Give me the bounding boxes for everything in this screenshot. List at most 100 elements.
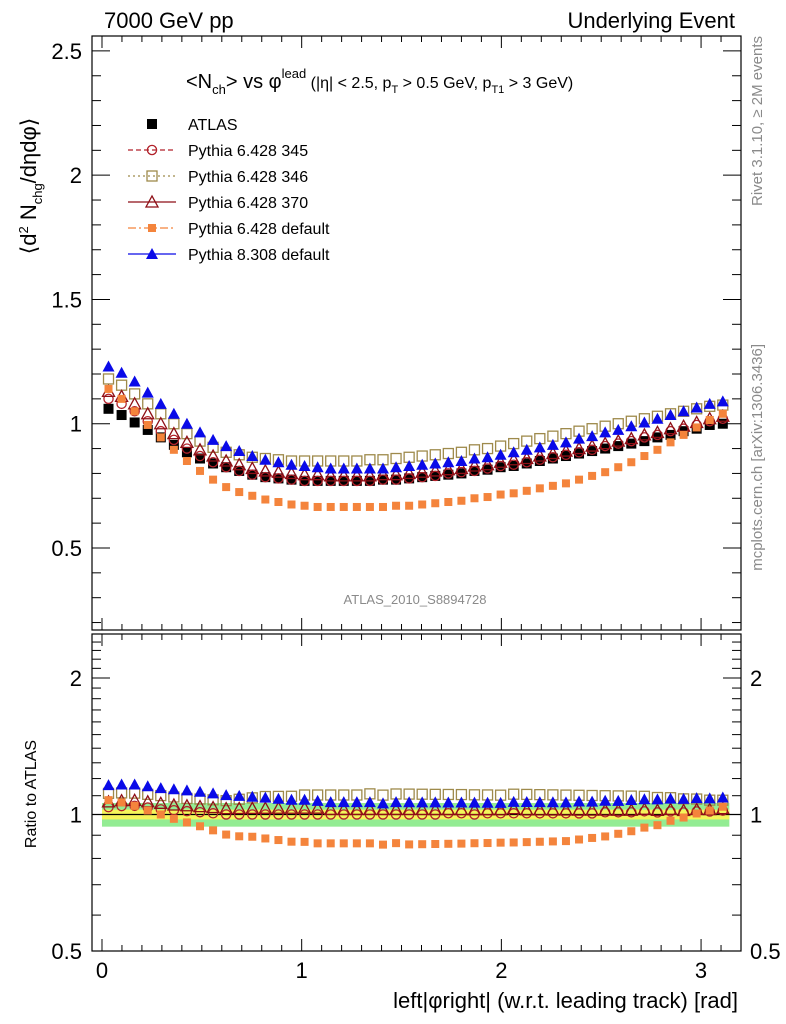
- ratio-point: [571, 802, 587, 816]
- ratio-point: [533, 796, 546, 808]
- data-point: [415, 464, 430, 478]
- data-point: [480, 457, 495, 471]
- data-point: [103, 393, 114, 405]
- data-point: [519, 451, 534, 465]
- data-point: [207, 433, 220, 445]
- data-point: [703, 397, 716, 409]
- ratio-point: [429, 796, 442, 808]
- ratio-point: [507, 795, 520, 807]
- ratio-point: [143, 806, 152, 815]
- ratio-point: [271, 800, 286, 814]
- data-point: [481, 451, 494, 463]
- ratio-point: [284, 800, 299, 814]
- data-point: [312, 475, 323, 486]
- ratio-plot-frame: [91, 633, 742, 952]
- legend-marker: [144, 194, 160, 208]
- ratio-point: [235, 832, 244, 841]
- data-point: [274, 498, 283, 507]
- data-point: [650, 425, 665, 439]
- data-point: [533, 441, 546, 453]
- ratio-point: [339, 839, 348, 848]
- data-point: [232, 457, 247, 471]
- data-point: [196, 466, 205, 475]
- ratio-point: [207, 787, 220, 799]
- axis-ticks: [92, 36, 741, 952]
- data-point: [167, 407, 180, 419]
- ratio-point: [375, 802, 391, 816]
- ratio-point: [349, 802, 364, 816]
- ratio-point: [299, 809, 310, 820]
- data-point: [653, 445, 662, 454]
- legend-marker: [146, 248, 158, 259]
- data-point: [704, 419, 715, 430]
- data-point: [638, 416, 651, 428]
- ratio-point: [247, 809, 258, 820]
- ratio-point: [455, 796, 468, 808]
- ratio-point: [624, 802, 639, 816]
- ratio-point: [156, 810, 165, 819]
- ratio-point: [350, 796, 363, 808]
- data-point: [339, 502, 348, 511]
- main-series-layer: [101, 360, 730, 511]
- data-point: [299, 475, 310, 487]
- data-point: [129, 417, 140, 428]
- ratio-point: [651, 793, 664, 805]
- data-point: [677, 405, 690, 417]
- ratio-point: [180, 784, 193, 796]
- data-point: [222, 483, 231, 492]
- x-tick-label: 0: [96, 958, 108, 983]
- data-point: [416, 458, 429, 470]
- data-point: [558, 443, 574, 457]
- ratio-point: [104, 796, 113, 805]
- ratio-series-layer: [101, 778, 730, 849]
- data-point: [493, 454, 508, 468]
- data-point: [716, 395, 729, 407]
- ratio-point: [561, 837, 570, 846]
- ratio-point: [506, 801, 521, 815]
- data-point: [115, 379, 128, 391]
- data-point: [156, 433, 165, 442]
- ratio-point: [287, 837, 296, 846]
- ratio-series-4: [104, 796, 727, 849]
- data-point: [352, 502, 361, 511]
- ratio-point: [598, 802, 613, 816]
- ratio-point: [220, 789, 233, 801]
- ratio-point: [718, 802, 727, 811]
- data-point: [128, 375, 141, 387]
- legend-label: Pythia 8.308 default: [188, 247, 330, 264]
- data-point: [663, 421, 678, 435]
- data-point: [532, 448, 547, 462]
- ratio-point: [311, 794, 324, 806]
- data-point: [168, 434, 180, 446]
- ratio-point: [418, 840, 427, 849]
- ratio-point: [220, 809, 232, 820]
- data-point: [273, 473, 284, 484]
- ratio-point: [274, 836, 283, 845]
- data-point: [169, 445, 178, 454]
- data-point: [599, 426, 612, 438]
- data-point: [545, 446, 560, 460]
- data-point: [508, 460, 519, 471]
- ratio-point: [546, 796, 559, 808]
- data-point: [640, 452, 649, 461]
- data-point: [221, 462, 232, 473]
- ratio-point: [219, 801, 234, 815]
- data-point: [336, 468, 351, 482]
- ratio-point: [483, 839, 492, 848]
- legend: ATLAS Pythia 6.428 345 Pythia 6.428 346 Pyt…: [128, 117, 330, 264]
- data-point: [247, 469, 258, 480]
- ratio-point: [363, 796, 376, 808]
- ratio-point: [337, 796, 350, 808]
- ratio-point: [431, 840, 440, 849]
- y-tick-label: 1: [70, 412, 82, 437]
- ratio-point: [196, 822, 205, 831]
- data-point: [286, 474, 297, 485]
- data-point: [586, 430, 599, 442]
- data-point: [679, 430, 688, 439]
- ratio-point: [468, 796, 481, 808]
- data-point: [130, 407, 139, 416]
- data-point: [585, 438, 600, 452]
- data-point: [363, 462, 376, 474]
- ratio-point: [233, 809, 245, 820]
- data-point: [507, 446, 520, 458]
